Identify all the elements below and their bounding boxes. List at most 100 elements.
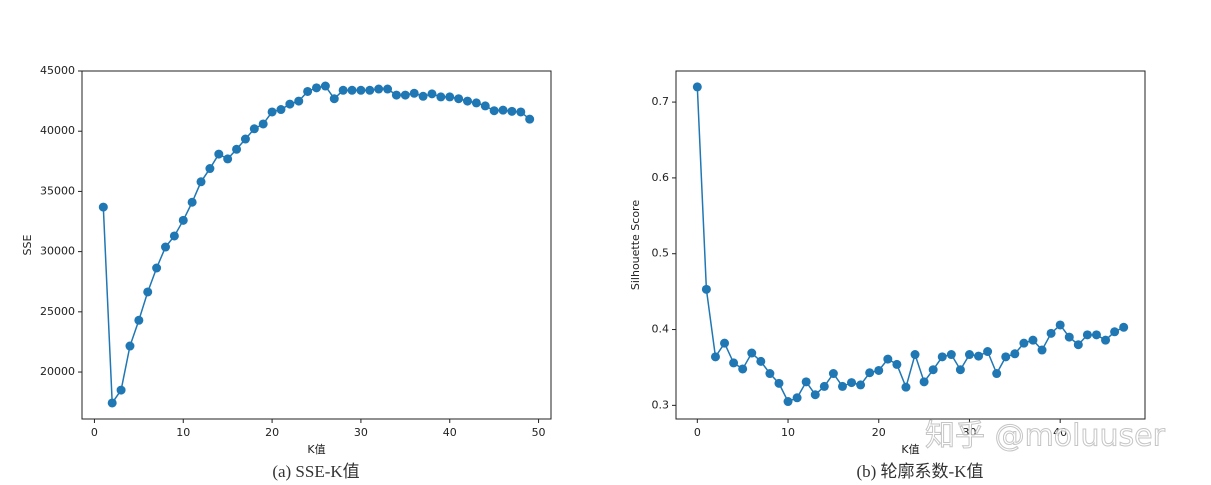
y-axis-label: SSE: [21, 234, 34, 255]
point: [992, 369, 1002, 379]
point: [436, 92, 446, 102]
point: [1073, 340, 1083, 350]
y-tick-label: 35000: [40, 184, 75, 197]
point: [445, 92, 455, 102]
point: [774, 378, 784, 388]
watermark: 知乎 @moluuser: [925, 419, 1166, 454]
x-axis-label: K值: [901, 443, 919, 456]
x-tick-label: 30: [962, 426, 976, 439]
point: [856, 380, 866, 390]
point: [303, 86, 313, 96]
x-tick-label: 30: [354, 426, 368, 439]
point: [955, 365, 965, 375]
point: [480, 101, 490, 111]
point: [223, 154, 233, 164]
point: [400, 90, 410, 100]
point: [837, 381, 847, 391]
point: [525, 114, 535, 124]
point: [747, 348, 757, 358]
point: [874, 365, 884, 375]
point: [1082, 330, 1092, 340]
caption: (a) SSE-K值: [272, 462, 359, 481]
point: [169, 231, 179, 241]
point: [1001, 352, 1011, 362]
point: [409, 88, 419, 98]
point: [1091, 330, 1101, 340]
x-tick-label: 40: [1053, 426, 1067, 439]
point: [720, 338, 730, 348]
point: [294, 96, 304, 106]
point: [267, 107, 277, 117]
point: [187, 197, 197, 207]
x-tick-label: 0: [91, 426, 98, 439]
point: [489, 106, 499, 116]
y-tick-label: 0.5: [652, 247, 670, 260]
point: [1119, 322, 1129, 332]
point: [901, 382, 911, 392]
x-axis-label: K值: [307, 443, 325, 456]
point: [974, 351, 984, 361]
point: [507, 106, 517, 116]
point: [143, 287, 153, 297]
point: [258, 119, 268, 129]
y-tick-label: 0.4: [652, 323, 670, 336]
x-tick-label: 0: [694, 426, 701, 439]
point: [232, 144, 242, 154]
point: [1064, 332, 1074, 342]
point: [471, 98, 481, 108]
point: [365, 85, 375, 95]
point: [1046, 328, 1056, 338]
point: [356, 85, 366, 95]
x-tick-label: 10: [176, 426, 190, 439]
point: [738, 364, 748, 374]
point: [1010, 349, 1020, 359]
point: [178, 215, 188, 225]
y-tick-label: 45000: [40, 64, 75, 77]
x-tick-label: 50: [532, 426, 546, 439]
point: [783, 397, 793, 407]
point: [116, 385, 126, 395]
point: [883, 354, 893, 364]
y-tick-label: 0.3: [652, 398, 670, 411]
y-tick-label: 20000: [40, 365, 75, 378]
point: [828, 369, 838, 379]
x-tick-label: 40: [443, 426, 457, 439]
point: [765, 369, 775, 379]
point: [1110, 327, 1120, 337]
point: [125, 341, 135, 351]
point: [249, 124, 259, 134]
point: [205, 164, 215, 174]
point: [134, 315, 144, 325]
point: [196, 177, 206, 187]
point: [107, 398, 117, 408]
point: [810, 390, 820, 400]
point: [919, 377, 929, 387]
point: [391, 90, 401, 100]
point: [152, 263, 162, 273]
point: [928, 365, 938, 375]
point: [516, 107, 526, 117]
point: [819, 381, 829, 391]
point: [983, 347, 993, 357]
y-tick-label: 0.6: [652, 171, 670, 184]
y-tick-label: 40000: [40, 124, 75, 137]
point: [312, 83, 321, 93]
point: [427, 89, 437, 99]
point: [463, 96, 473, 106]
point: [320, 81, 330, 91]
point: [418, 91, 428, 101]
point: [454, 94, 464, 104]
point: [276, 105, 286, 115]
line: [696, 86, 1125, 403]
point: [1019, 338, 1029, 348]
point: [1055, 320, 1065, 330]
point: [701, 284, 711, 294]
point: [240, 134, 250, 144]
caption: (b) 轮廓系数-K值: [856, 462, 983, 481]
point: [374, 84, 384, 94]
point: [1101, 335, 1111, 345]
point: [338, 85, 348, 95]
point: [329, 94, 339, 104]
point: [946, 350, 956, 360]
